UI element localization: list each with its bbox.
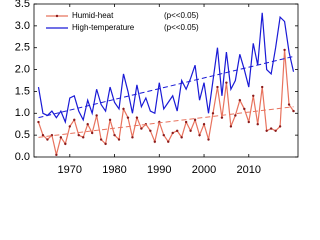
x-tick-label: 1980 xyxy=(102,164,126,176)
point xyxy=(37,120,40,124)
point xyxy=(135,116,139,119)
point xyxy=(278,125,282,128)
point xyxy=(122,107,125,111)
point xyxy=(46,138,49,141)
point xyxy=(211,112,215,115)
point xyxy=(225,81,228,84)
y-tick-label: 3.5 xyxy=(15,0,30,10)
point xyxy=(243,107,246,111)
x-tick-label: 2010 xyxy=(237,164,261,176)
point xyxy=(180,136,183,139)
point xyxy=(198,133,201,137)
y-tick-label: 2.5 xyxy=(15,42,30,54)
point xyxy=(234,114,237,117)
point xyxy=(131,136,134,139)
point xyxy=(220,116,224,119)
legend-annotation: (p<<0.05) xyxy=(164,23,199,32)
x-tick-label: 1970 xyxy=(58,164,82,176)
point xyxy=(95,114,98,117)
point xyxy=(238,98,242,102)
y-tick-label: 2.0 xyxy=(15,63,30,75)
chart: 0.0 0.5 1.0 1.5 2.0 2.5 3.0 3.5 1970 1980 1990 2000… xyxy=(15,0,299,176)
point xyxy=(292,109,295,113)
point xyxy=(216,85,219,89)
y-tick-label: 0.0 xyxy=(15,151,30,163)
x-tick-label: 2000 xyxy=(192,164,216,176)
point xyxy=(126,116,130,119)
point xyxy=(256,123,259,126)
series-line xyxy=(37,12,295,125)
trend-line xyxy=(38,55,294,119)
point xyxy=(252,94,255,98)
y-tick-label: 1.0 xyxy=(15,107,30,119)
legend-label: Humid-heat xyxy=(72,11,114,20)
point xyxy=(184,120,188,124)
point xyxy=(167,140,170,143)
legend-label: High-temperature xyxy=(72,23,135,32)
point xyxy=(149,129,152,132)
point xyxy=(265,129,268,132)
point xyxy=(171,131,174,135)
x-tick-label: 1990 xyxy=(147,164,171,176)
point xyxy=(274,129,277,132)
point xyxy=(68,125,71,128)
y-tick-label: 1.5 xyxy=(15,85,30,97)
point xyxy=(269,127,273,130)
point xyxy=(73,118,76,122)
point xyxy=(153,140,157,143)
point xyxy=(77,133,80,137)
point xyxy=(108,118,112,122)
y-tick-label: 3.0 xyxy=(15,20,30,32)
point xyxy=(175,129,179,132)
y-tick-label: 0.5 xyxy=(15,129,30,141)
point xyxy=(261,85,264,89)
point xyxy=(207,138,210,141)
point xyxy=(229,125,233,128)
point xyxy=(202,123,206,126)
point xyxy=(140,127,143,130)
point xyxy=(104,142,107,146)
point xyxy=(59,136,63,139)
point xyxy=(193,118,197,122)
point xyxy=(162,133,165,137)
point xyxy=(113,133,116,137)
point xyxy=(41,133,45,137)
point xyxy=(99,138,103,141)
point xyxy=(189,129,192,132)
point xyxy=(90,131,94,135)
series-line xyxy=(37,49,295,155)
point xyxy=(86,123,89,126)
point xyxy=(283,48,286,52)
legend-marker xyxy=(55,14,59,18)
point xyxy=(55,153,58,157)
plot-frame xyxy=(33,3,299,158)
legend-annotation: (p<<0.05) xyxy=(164,11,199,20)
point xyxy=(287,103,291,106)
point xyxy=(82,136,85,139)
point xyxy=(117,138,121,141)
trend-line xyxy=(38,106,294,138)
point xyxy=(247,120,250,124)
point xyxy=(64,142,67,146)
